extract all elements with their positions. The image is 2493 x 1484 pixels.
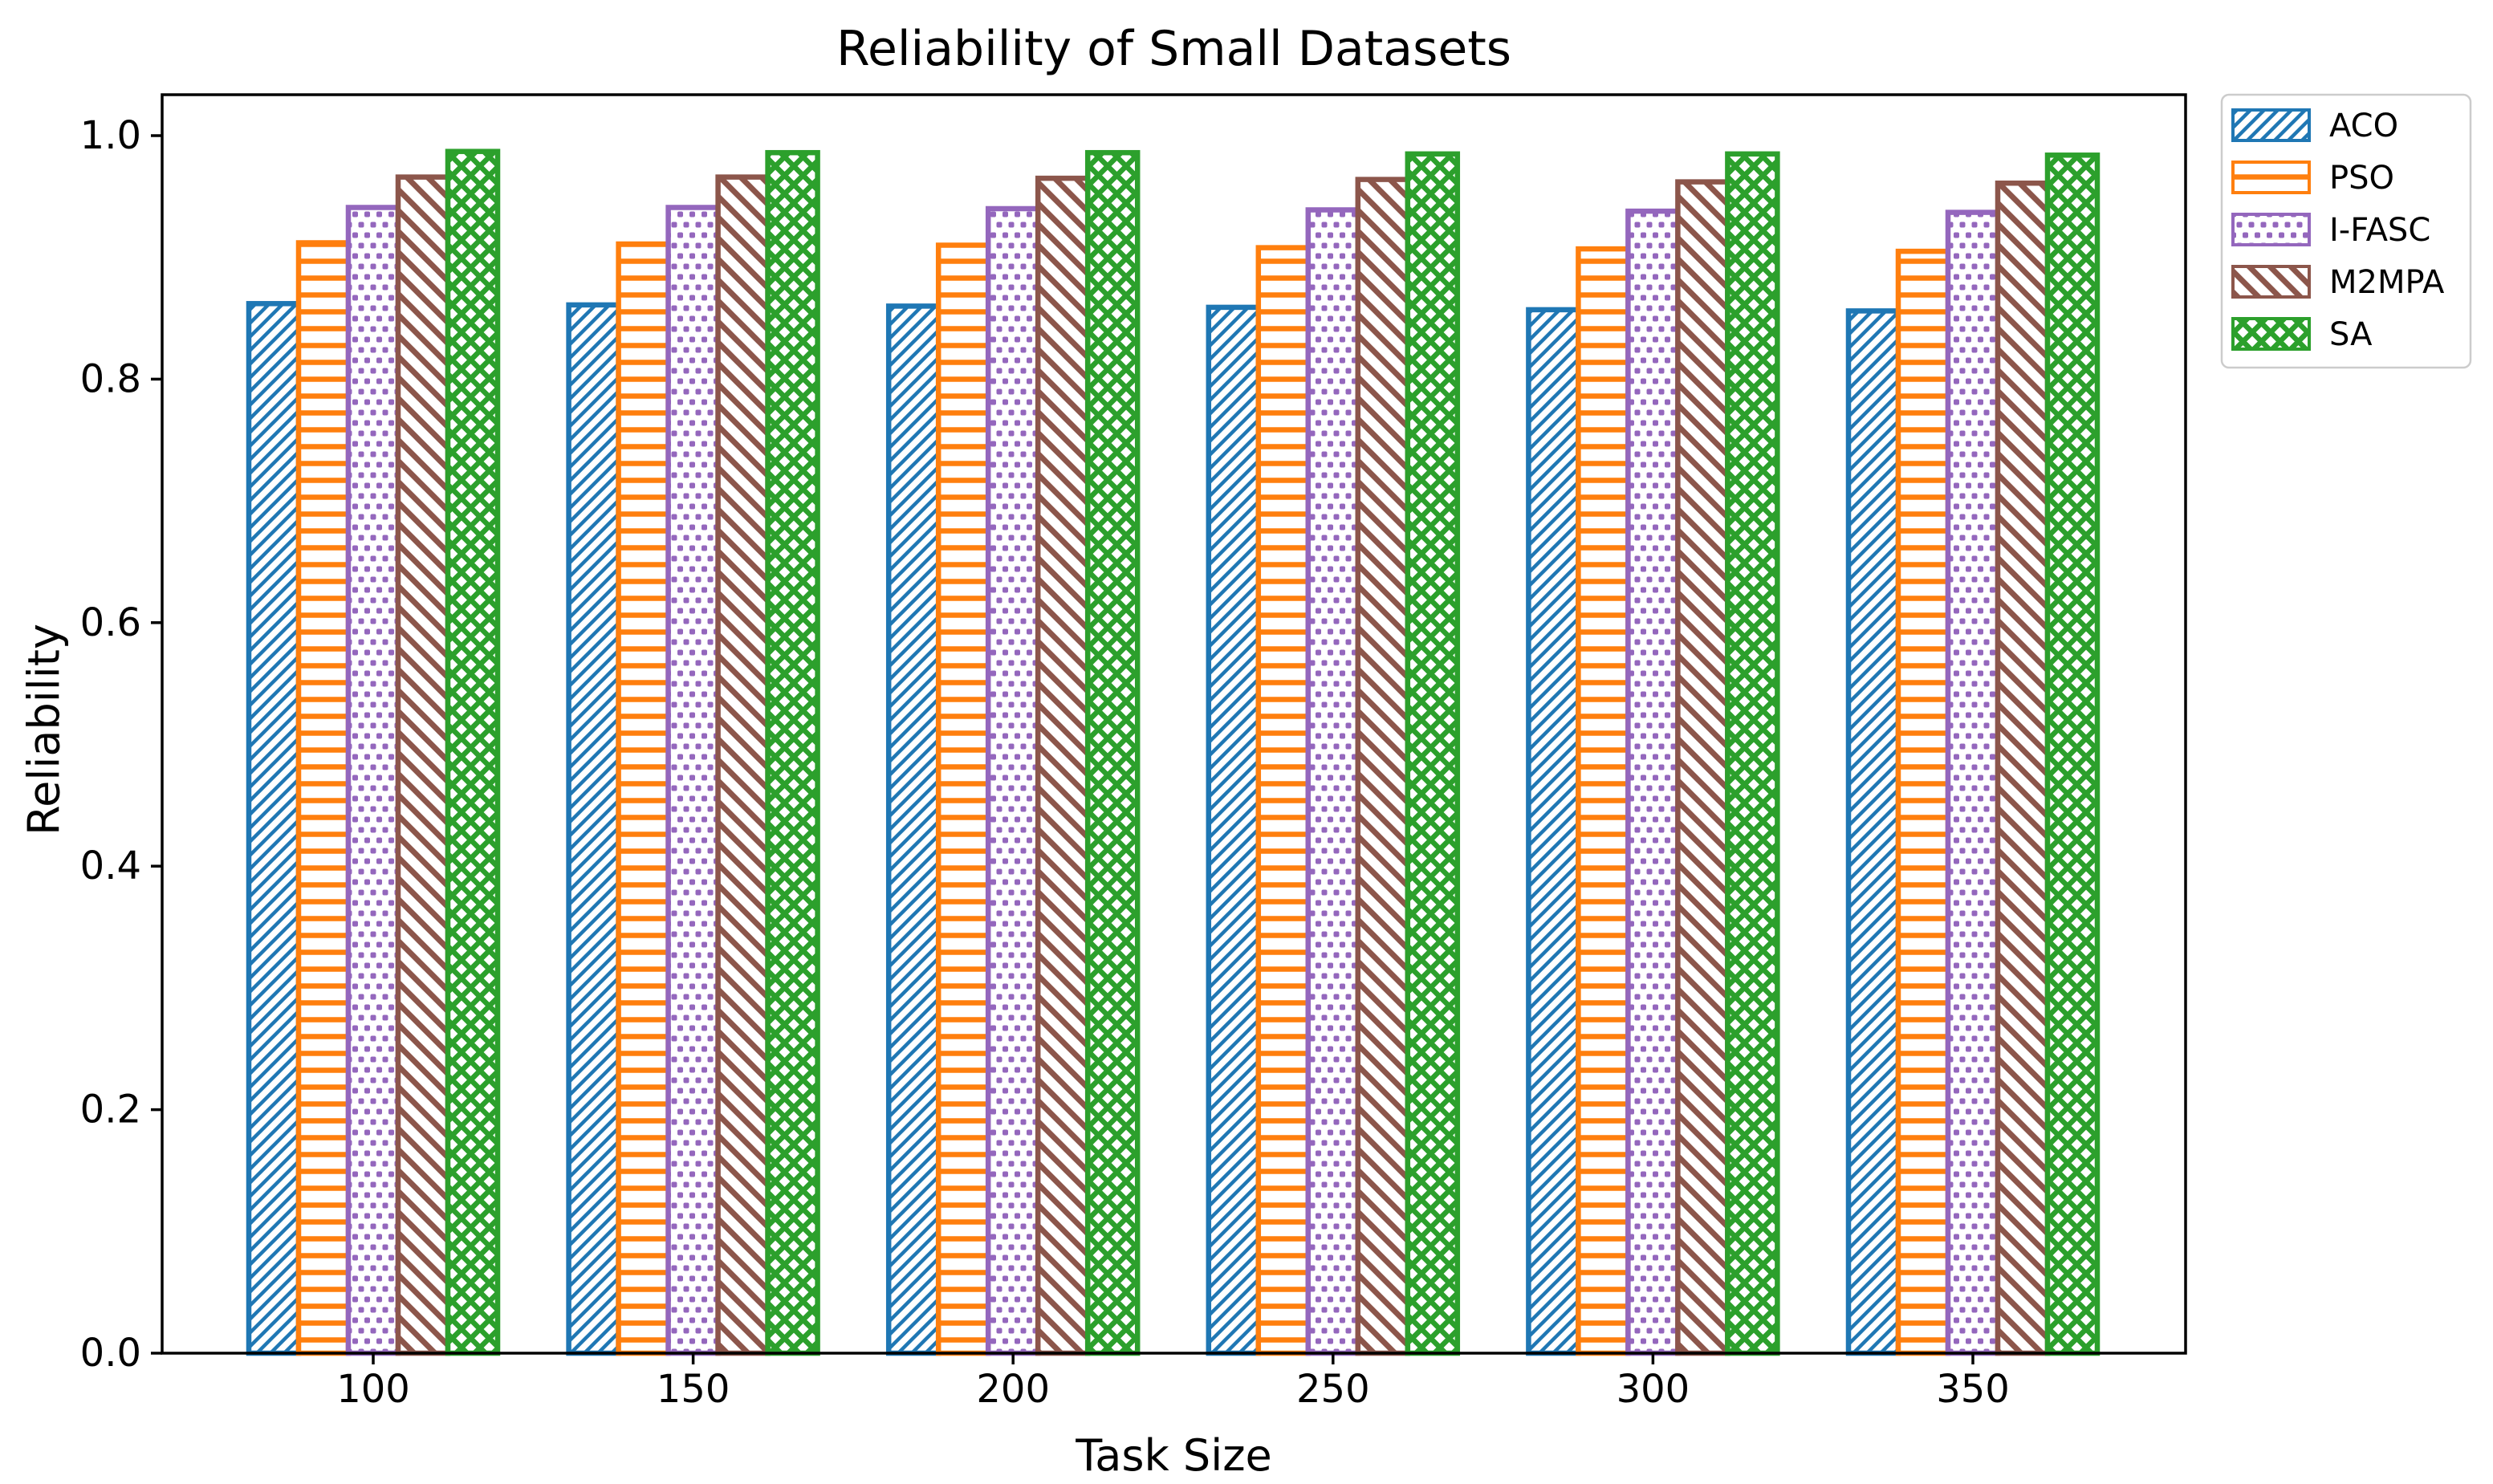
bar-SA-350 [2044, 152, 2101, 1356]
y-tick-label: 1.0 [80, 113, 141, 158]
bar-I-FASC-150 [665, 205, 721, 1356]
x-tick-label: 350 [1936, 1367, 2010, 1412]
bar-M2MPA-150 [715, 174, 771, 1356]
legend-label-M2MPA: M2MPA [2329, 264, 2445, 301]
legend-swatch-PSO [2233, 162, 2309, 193]
bar-M2MPA-300 [1675, 179, 1730, 1356]
bar-M2MPA-350 [1995, 180, 2051, 1356]
bar-ACO-300 [1526, 307, 1581, 1356]
legend-entry-ACO: ACO [2231, 108, 2398, 144]
bar-SA-200 [1084, 149, 1141, 1356]
bar-I-FASC-350 [1945, 209, 2001, 1356]
y-tick-label: 0.0 [80, 1331, 141, 1376]
chart-title: Reliability of Small Datasets [836, 21, 1512, 77]
y-tick-label: 0.6 [80, 600, 141, 645]
bar-I-FASC-300 [1625, 208, 1681, 1356]
bar-I-FASC-100 [345, 205, 401, 1356]
bar-PSO-250 [1255, 245, 1312, 1356]
legend-entry-SA: SA [2231, 316, 2373, 353]
x-tick-label: 250 [1296, 1367, 1370, 1412]
plot-area-border [161, 93, 2187, 1355]
bar-SA-300 [1725, 151, 1780, 1356]
y-tick-label: 0.4 [80, 844, 141, 888]
legend-label-SA: SA [2329, 316, 2373, 353]
bar-M2MPA-250 [1355, 177, 1411, 1356]
legend-swatch-M2MPA [2233, 266, 2309, 297]
legend-swatch-ACO [2233, 110, 2309, 140]
bar-PSO-200 [935, 242, 991, 1356]
bar-ACO-200 [885, 303, 941, 1356]
y-axis-label: Reliability [18, 624, 70, 836]
legend-entry-M2MPA: M2MPA [2231, 264, 2445, 301]
bar-SA-150 [765, 149, 820, 1356]
bar-PSO-100 [295, 240, 352, 1356]
legend-label-I-FASC: I-FASC [2329, 212, 2430, 249]
legend-entry-I-FASC: I-FASC [2231, 212, 2430, 249]
legend-swatch-I-FASC [2233, 214, 2309, 245]
bar-I-FASC-200 [985, 205, 1041, 1356]
legend-label-PSO: PSO [2329, 160, 2394, 197]
bar-ACO-250 [1206, 304, 1262, 1356]
x-tick-label: 200 [976, 1367, 1050, 1412]
bar-ACO-100 [246, 301, 302, 1356]
y-tick-label: 0.2 [80, 1088, 141, 1132]
x-tick-label: 150 [657, 1367, 730, 1412]
bar-PSO-350 [1895, 248, 1951, 1356]
bar-M2MPA-100 [395, 174, 451, 1356]
x-tick-label: 100 [336, 1367, 410, 1412]
legend-label-ACO: ACO [2329, 108, 2398, 144]
y-tick-label: 0.8 [80, 356, 141, 401]
bar-ACO-150 [566, 302, 621, 1356]
legend-swatch-SA [2233, 319, 2309, 349]
bar-PSO-300 [1576, 246, 1631, 1356]
x-axis-label: Task Size [1076, 1430, 1272, 1481]
bar-I-FASC-250 [1305, 207, 1361, 1356]
legend-entry-PSO: PSO [2231, 160, 2394, 197]
x-tick-label: 300 [1617, 1367, 1690, 1412]
bar-ACO-350 [1845, 308, 1901, 1356]
bar-SA-250 [1405, 151, 1461, 1356]
bar-PSO-150 [616, 241, 671, 1356]
bar-M2MPA-200 [1035, 175, 1091, 1356]
legend: ACO PSO I-FASC M2MPA SA [2220, 93, 2472, 369]
bar-SA-100 [445, 148, 501, 1356]
